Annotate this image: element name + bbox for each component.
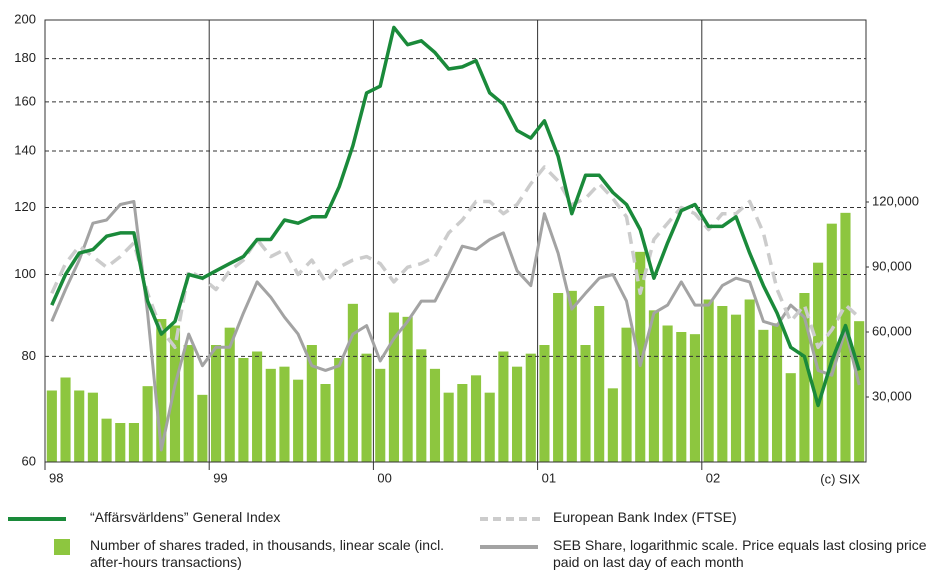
bar <box>334 358 345 462</box>
bar <box>498 351 509 462</box>
y-tick-label: 200 <box>14 11 36 26</box>
legend-symbol <box>54 539 70 555</box>
bar <box>293 379 304 462</box>
bar <box>128 423 140 462</box>
legend: “Affärsvärldens” General Index Number of … <box>0 505 939 578</box>
bar <box>210 345 222 462</box>
bar <box>60 377 71 462</box>
bar <box>115 423 126 462</box>
bar <box>347 303 358 462</box>
bar <box>156 319 167 462</box>
y-tick-label: 60 <box>22 453 36 468</box>
bar <box>470 375 482 462</box>
bar <box>169 325 181 462</box>
bar <box>87 392 98 462</box>
legend-label: “Affärsvärldens” General Index <box>90 509 281 525</box>
x-tick-label: 00 <box>377 470 391 485</box>
bar <box>744 299 755 462</box>
bar <box>854 321 865 462</box>
bar <box>101 418 112 462</box>
bar <box>717 306 728 462</box>
x-tick-label: 02 <box>706 470 720 485</box>
y-tick-label: 140 <box>14 142 36 157</box>
bar <box>730 314 742 462</box>
annotation: (c) SIX <box>820 471 860 486</box>
bar <box>74 390 85 462</box>
bar <box>826 223 837 462</box>
line-0 <box>50 25 861 408</box>
y-tick-label: 180 <box>14 50 36 65</box>
bar <box>252 351 263 462</box>
y-tick-label: 120 <box>14 199 36 214</box>
y2-tick-label: 60,000 <box>872 323 912 338</box>
legend-symbol <box>480 517 540 521</box>
x-tick-label: 99 <box>213 470 227 485</box>
bar <box>265 368 276 462</box>
y-tick-label: 100 <box>14 266 36 281</box>
legend-symbol <box>480 545 538 549</box>
bar <box>840 212 851 462</box>
bar <box>703 299 714 462</box>
y2-tick-label: 120,000 <box>872 193 919 208</box>
bar <box>224 327 235 462</box>
bar <box>361 353 372 462</box>
bar <box>635 251 646 462</box>
y2-tick-label: 30,000 <box>872 388 912 403</box>
bar <box>566 290 577 462</box>
bar <box>197 394 208 462</box>
bar <box>607 388 618 462</box>
bar <box>662 325 673 462</box>
bar <box>525 353 536 462</box>
y-tick-label: 160 <box>14 93 36 108</box>
line-3 <box>50 200 861 452</box>
bar <box>183 345 194 462</box>
x-tick-label: 98 <box>49 470 63 485</box>
legend-label: Number of shares traded, in thousands, l… <box>90 537 445 570</box>
bar <box>539 345 550 462</box>
bar <box>553 293 564 462</box>
bar <box>648 310 659 462</box>
bar <box>402 316 413 462</box>
bar <box>46 390 57 462</box>
legend-symbol <box>8 517 66 521</box>
bar <box>457 384 468 462</box>
y-tick-label: 80 <box>22 348 36 363</box>
chart: (c) SIX 60 80 100 120 140 160 180 200 30,000 60,0… <box>14 11 919 486</box>
x-tick-label: 01 <box>542 470 556 485</box>
bar <box>594 306 605 462</box>
bar <box>621 327 632 462</box>
bar <box>676 332 687 462</box>
y2-tick-label: 90,000 <box>872 258 912 273</box>
bar <box>771 323 783 462</box>
bar <box>306 345 317 462</box>
legend-label: SEB Share, logarithmic scale. Price equa… <box>553 537 927 570</box>
bar <box>785 373 796 462</box>
bar <box>443 392 454 462</box>
bar <box>512 366 523 462</box>
bar <box>279 366 290 462</box>
bar <box>429 368 441 462</box>
bar <box>320 384 331 462</box>
bar <box>758 329 769 462</box>
bar <box>416 349 427 462</box>
bar <box>799 293 810 462</box>
bar <box>813 262 824 462</box>
bar <box>142 386 153 462</box>
legend-label: European Bank Index (FTSE) <box>553 509 737 525</box>
bar <box>375 368 386 462</box>
bar <box>388 312 399 462</box>
bar <box>484 392 495 462</box>
bar <box>238 358 249 462</box>
bar <box>689 334 701 462</box>
bar <box>580 345 591 462</box>
plot-frame <box>44 19 867 463</box>
